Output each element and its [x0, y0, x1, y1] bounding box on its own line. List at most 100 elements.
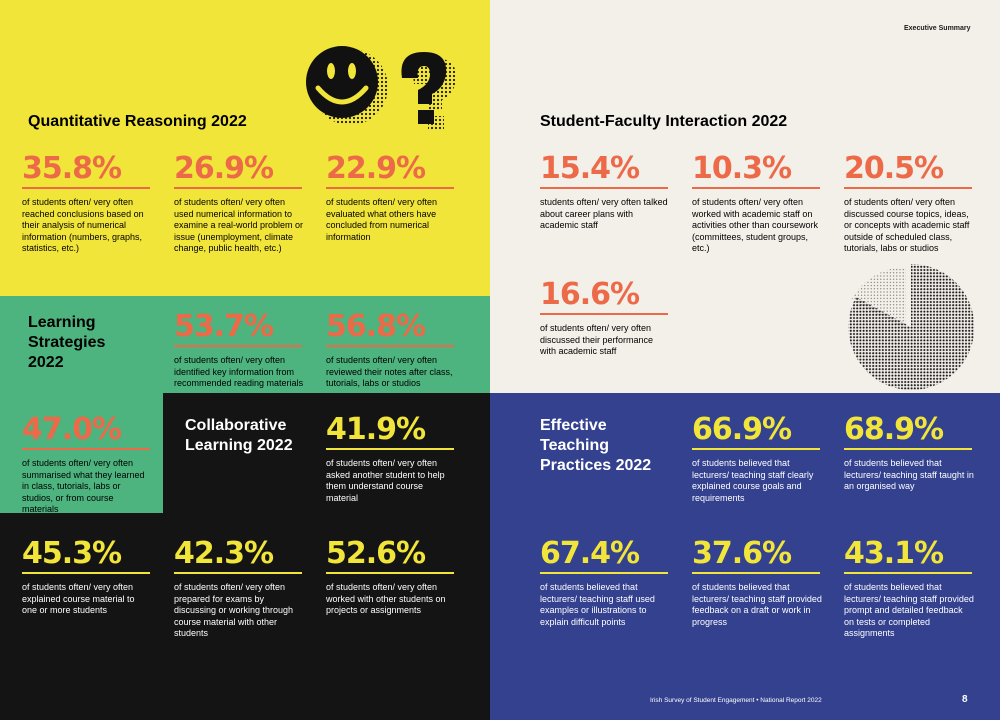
stat-card: 56.8% of students often/ very often revi…	[326, 310, 456, 390]
stat-card: 41.9% of students often/ very often aske…	[326, 413, 456, 504]
stat-value: 56.8%	[326, 309, 426, 344]
collab-title: Collaborative Learning 2022	[185, 416, 293, 456]
section-label: Executive Summary	[904, 25, 971, 32]
stat-rule	[326, 345, 454, 347]
stat-rule	[174, 572, 302, 574]
stat-value: 43.1%	[844, 536, 944, 571]
stat-card: 37.6% of students believed that lecturer…	[692, 537, 822, 628]
stat-rule	[326, 187, 454, 189]
stat-desc: of students often/ very often asked anot…	[326, 458, 445, 503]
stat-card: 26.9% of students often/ very often used…	[174, 152, 304, 255]
stat-rule	[540, 572, 668, 574]
stat-desc: of students often/ very often discussed …	[540, 323, 654, 356]
stat-value: 42.3%	[174, 536, 274, 571]
stat-value: 66.9%	[692, 412, 792, 447]
stat-desc: of students often/ very often worked wit…	[692, 197, 819, 253]
stat-desc: of students often/ very often explained …	[22, 582, 135, 615]
stat-rule	[692, 572, 820, 574]
learning-title: Learning Strategies 2022	[28, 313, 105, 373]
page-number: 8	[962, 694, 968, 705]
stat-rule	[692, 187, 820, 189]
stat-value: 37.6%	[692, 536, 792, 571]
stat-card: 68.9% of students believed that lecturer…	[844, 413, 974, 493]
stat-value: 26.9%	[174, 151, 274, 186]
stat-desc: of students often/ very often reached co…	[22, 197, 144, 253]
quant-panel	[0, 0, 490, 296]
stat-rule	[174, 187, 302, 189]
stat-card: 42.3% of students often/ very often prep…	[174, 537, 304, 640]
learning-title-line: Strategies	[28, 334, 106, 351]
etp-panel	[490, 393, 1000, 720]
stat-rule	[844, 187, 972, 189]
stat-desc: of students often/ very often reviewed t…	[326, 355, 453, 388]
stat-rule	[540, 187, 668, 189]
stat-rule	[692, 448, 820, 450]
stat-value: 10.3%	[692, 151, 792, 186]
stat-value: 67.4%	[540, 536, 640, 571]
stat-desc: of students often/ very often worked wit…	[326, 582, 446, 615]
stat-desc: of students often/ very often evaluated …	[326, 197, 438, 242]
stat-rule	[540, 313, 668, 315]
stat-desc: of students often/ very often used numer…	[174, 197, 304, 253]
quant-title: Quantitative Reasoning 2022	[28, 113, 247, 130]
stat-card: 15.4% students often/ very often talked …	[540, 152, 670, 232]
pie-halftone-graphic	[848, 263, 975, 390]
stat-value: 41.9%	[326, 412, 426, 447]
stat-card: 35.8% of students often/ very often reac…	[22, 152, 152, 255]
stat-rule	[22, 448, 150, 450]
stat-value: 15.4%	[540, 151, 640, 186]
stat-card: 52.6% of students often/ very often work…	[326, 537, 456, 617]
stat-rule	[844, 448, 972, 450]
stat-value: 47.0%	[22, 412, 122, 447]
collab-title-line: Learning 2022	[185, 437, 293, 454]
stat-card: 16.6% of students often/ very often disc…	[540, 278, 670, 358]
stat-card: 20.5% of students often/ very often disc…	[844, 152, 974, 255]
stat-card: 67.4% of students believed that lecturer…	[540, 537, 670, 628]
sfi-title: Student-Faculty Interaction 2022	[540, 113, 788, 130]
stat-desc: of students often/ very often identified…	[174, 355, 304, 388]
question-mark-icon	[401, 52, 457, 130]
stat-rule	[844, 572, 972, 574]
footer-text: Irish Survey of Student Engagement • Nat…	[650, 697, 822, 704]
stat-desc: of students believed that lecturers/ tea…	[844, 458, 974, 491]
learning-panel	[0, 296, 490, 393]
stat-value: 45.3%	[22, 536, 122, 571]
etp-title-line: Practices 2022	[540, 457, 652, 474]
stat-value: 16.6%	[540, 277, 640, 312]
stat-card: 66.9% of students believed that lecturer…	[692, 413, 822, 504]
learning-title-line: Learning	[28, 314, 96, 331]
stat-value: 68.9%	[844, 412, 944, 447]
collab-title-line: Collaborative	[185, 417, 287, 434]
stat-value: 52.6%	[326, 536, 426, 571]
stat-rule	[22, 572, 150, 574]
stat-card: 45.3% of students often/ very often expl…	[22, 537, 152, 617]
stat-value: 22.9%	[326, 151, 426, 186]
stat-value: 35.8%	[22, 151, 122, 186]
stat-desc: of students often/ very often summarised…	[22, 458, 145, 514]
stat-card: 53.7% of students often/ very often iden…	[174, 310, 304, 390]
etp-title-line: Teaching	[540, 437, 610, 454]
stat-desc: of students believed that lecturers/ tea…	[540, 582, 655, 627]
collab-panel-bottom	[0, 513, 490, 720]
stat-card: 43.1% of students believed that lecturer…	[844, 537, 974, 640]
stat-desc: of students believed that lecturers/ tea…	[844, 582, 974, 638]
etp-title: Effective Teaching Practices 2022	[540, 416, 651, 476]
stat-value: 20.5%	[844, 151, 944, 186]
stat-desc: of students often/ very often prepared f…	[174, 582, 294, 638]
stat-rule	[174, 345, 302, 347]
learning-panel-lower	[0, 393, 163, 513]
stat-value: 53.7%	[174, 309, 274, 344]
stat-desc: of students believed that lecturers/ tea…	[692, 458, 814, 503]
stat-desc: of students believed that lecturers/ tea…	[692, 582, 822, 627]
smiley-icon	[306, 46, 388, 125]
stat-rule	[326, 448, 454, 450]
stat-card: 22.9% of students often/ very often eval…	[326, 152, 456, 243]
stat-rule	[22, 187, 150, 189]
learning-title-line: 2022	[28, 354, 64, 371]
collab-panel-top	[163, 393, 490, 513]
stat-desc: of students often/ very often discussed …	[844, 197, 970, 253]
stat-card: 47.0% of students often/ very often summ…	[22, 413, 152, 516]
stat-card: 10.3% of students often/ very often work…	[692, 152, 822, 255]
stat-rule	[326, 572, 454, 574]
stat-desc: students often/ very often talked about …	[540, 197, 668, 230]
